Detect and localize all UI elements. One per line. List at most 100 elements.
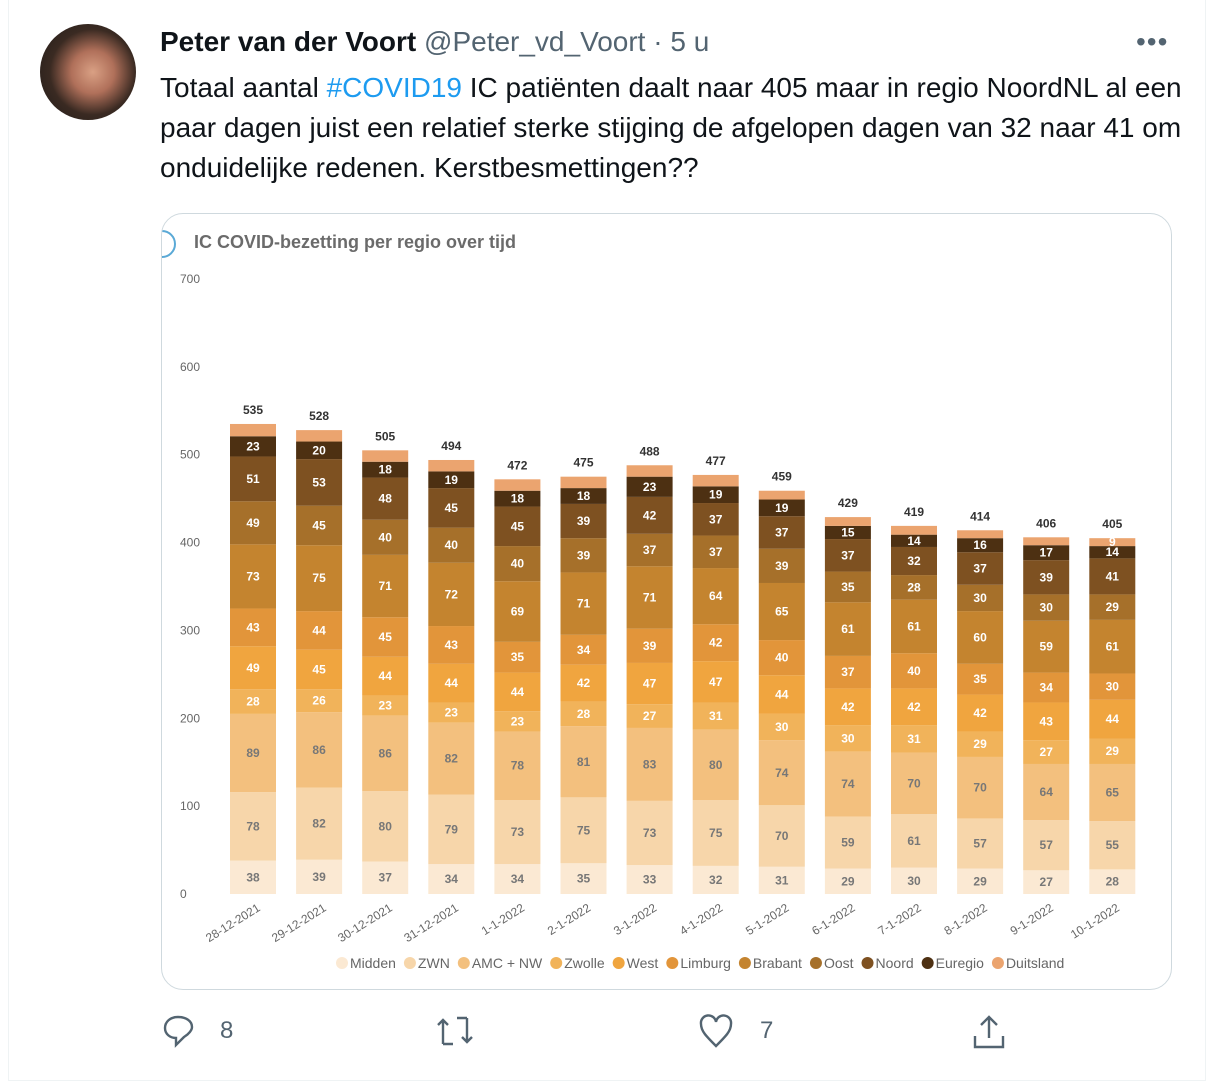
avatar[interactable]	[40, 24, 136, 120]
ellipsis-icon[interactable]: •••	[1136, 26, 1169, 57]
data-label: 30	[1106, 680, 1120, 694]
data-label: 27	[1040, 875, 1054, 889]
bar-segment	[891, 688, 937, 726]
data-label: 31	[907, 732, 921, 746]
bar-segment	[758, 740, 805, 806]
legend-swatch	[861, 957, 874, 969]
author-handle[interactable]: @Peter_vd_Voort	[424, 26, 646, 57]
data-label: 23	[511, 714, 525, 728]
bar-segment	[230, 456, 276, 502]
bar-segment	[891, 725, 937, 753]
retweet-button[interactable]	[436, 1014, 500, 1048]
data-label: 18	[577, 489, 591, 503]
like-button[interactable]: 7	[698, 1014, 773, 1048]
bar-segment	[824, 751, 871, 817]
author-name[interactable]: Peter van der Voort	[160, 26, 417, 57]
bar-segment	[296, 649, 343, 690]
data-label: 71	[577, 597, 591, 611]
data-label: 23	[246, 439, 260, 453]
data-label: 19	[709, 488, 723, 502]
bar-segment	[296, 545, 343, 612]
total-label: 406	[1036, 516, 1056, 530]
bar-segment	[230, 860, 276, 894]
bar-segment	[362, 519, 409, 555]
data-label: 33	[643, 873, 657, 887]
bar-segment	[362, 715, 409, 792]
bar-segment	[1023, 545, 1070, 561]
bar-segment	[692, 503, 739, 536]
bar-segment	[1023, 763, 1070, 821]
data-label: 18	[379, 463, 393, 477]
bar-segment	[1023, 870, 1070, 894]
y-tick-label: 700	[180, 272, 200, 286]
x-tick-label: 5-1-2022	[743, 901, 791, 939]
data-label: 41	[1106, 569, 1120, 583]
bar-segment	[230, 423, 276, 437]
bar-segment	[362, 477, 409, 520]
bar-segment	[1089, 763, 1136, 822]
data-label: 42	[973, 706, 987, 720]
bar-segment	[362, 695, 409, 716]
total-label: 419	[904, 505, 924, 519]
legend-label: Euregio	[936, 955, 984, 971]
bar-segment	[494, 479, 541, 491]
bar-segment	[494, 711, 541, 732]
data-label: 37	[841, 548, 855, 562]
bar-segment	[957, 868, 1004, 894]
total-label: 414	[970, 509, 990, 523]
legend-label: Midden	[350, 955, 396, 971]
data-label: 74	[775, 766, 789, 780]
text-after: IC patiënten daalt naar 405 maar in regi…	[160, 72, 1182, 183]
data-label: 28	[246, 695, 260, 709]
reply-button[interactable]: 8	[162, 1014, 233, 1048]
data-label: 47	[643, 677, 657, 691]
data-label: 34	[511, 872, 525, 886]
chart-image[interactable]: IC COVID-bezetting per regio over tijd 0…	[161, 213, 1172, 990]
data-label: 39	[312, 870, 326, 884]
legend-swatch	[666, 957, 679, 969]
total-label: 429	[838, 496, 858, 510]
total-label: 494	[441, 439, 461, 453]
data-label: 40	[511, 557, 525, 571]
share-button[interactable]	[972, 1014, 1006, 1050]
bar-segment	[824, 539, 871, 572]
data-label: 40	[775, 651, 789, 665]
data-label: 39	[643, 639, 657, 653]
tweet-actions: 8 7	[0, 1014, 1212, 1054]
data-label: 45	[312, 663, 326, 677]
bar-segment	[758, 490, 805, 500]
data-label: 29	[1106, 744, 1120, 758]
bar-segment	[1023, 620, 1070, 673]
data-label: 16	[973, 538, 987, 552]
data-label: 43	[246, 620, 260, 634]
data-label: 53	[312, 475, 326, 489]
legend-label: AMC + NW	[472, 955, 543, 971]
bar-segment	[296, 689, 343, 713]
data-label: 35	[841, 580, 855, 594]
data-label: 75	[312, 571, 326, 585]
bar-segment	[428, 626, 475, 664]
data-label: 30	[973, 591, 987, 605]
hashtag-link[interactable]: #COVID19	[326, 72, 462, 103]
share-icon	[973, 1015, 1005, 1049]
bar-segment	[494, 641, 541, 673]
data-label: 74	[841, 777, 855, 791]
heart-icon	[699, 1014, 733, 1048]
timestamp[interactable]: 5 u	[670, 26, 710, 57]
data-label: 31	[775, 873, 789, 887]
bar-segment	[560, 476, 607, 489]
bar-segment	[560, 538, 607, 573]
data-label: 61	[841, 622, 855, 636]
data-label: 44	[775, 688, 789, 702]
data-label: 42	[841, 700, 855, 714]
bar-segment	[494, 672, 541, 712]
bar-segment	[1089, 538, 1136, 547]
legend-label: Noord	[876, 955, 914, 971]
bar-segment	[494, 490, 541, 507]
bar-segment	[692, 729, 739, 800]
data-label: 37	[973, 561, 987, 575]
total-label: 405	[1102, 517, 1122, 531]
total-label: 459	[772, 470, 792, 484]
bar-segment	[758, 675, 805, 714]
total-label: 472	[507, 458, 527, 472]
